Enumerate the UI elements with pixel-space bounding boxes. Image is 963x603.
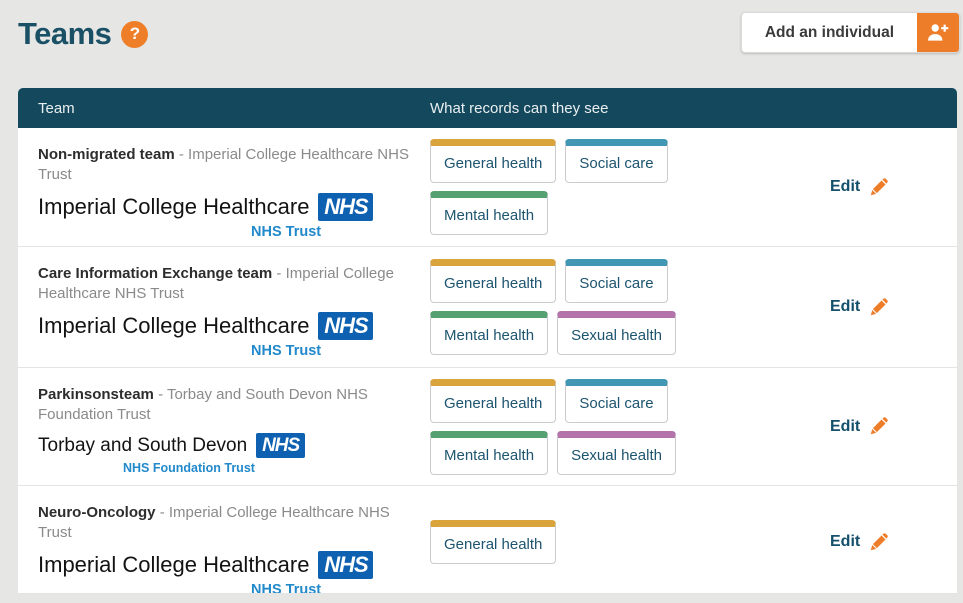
org-logo-text: Imperial College Healthcare xyxy=(38,194,310,219)
team-description: Parkinsonsteam - Torbay and South Devon … xyxy=(38,385,410,424)
separator: - xyxy=(159,504,165,521)
record-badge: Social care xyxy=(565,259,668,303)
team-cell: Care Information Exchange team - Imperia… xyxy=(18,247,430,367)
team-description: Neuro-Oncology - Imperial College Health… xyxy=(38,503,410,542)
record-badge: General health xyxy=(430,259,557,303)
records-cell: General health Social care Mental health Se… xyxy=(430,368,830,485)
nhs-trust-descriptor: NHS Foundation Trust xyxy=(123,461,255,475)
records-cell: General health Social care Mental health xyxy=(430,128,830,246)
edit-cell: Edit xyxy=(830,247,957,367)
nhs-logo-icon: NHS xyxy=(318,312,374,340)
table-row: Non-migrated team - Imperial College Hea… xyxy=(18,128,957,247)
table-row: Care Information Exchange team - Imperia… xyxy=(18,247,957,368)
org-logo-text: Torbay and South Devon xyxy=(38,434,248,456)
add-individual-button[interactable]: Add an individual xyxy=(740,12,960,53)
edit-link[interactable]: Edit xyxy=(830,532,888,552)
page-title: Teams xyxy=(18,16,112,51)
page-header: Teams ? Add an individual xyxy=(0,0,963,88)
table-body: Non-migrated team - Imperial College Hea… xyxy=(18,128,957,594)
team-cell: Neuro-Oncology - Imperial College Health… xyxy=(18,486,430,594)
nhs-org-logo: Imperial College Healthcare NHS NHS Trus… xyxy=(38,312,412,359)
nhs-logo-icon: NHS xyxy=(318,551,374,579)
edit-label: Edit xyxy=(830,533,861,550)
edit-cell: Edit xyxy=(830,368,957,485)
records-cell: General health Social care Mental health Se… xyxy=(430,247,830,367)
help-icon[interactable]: ? xyxy=(121,20,149,48)
column-header-records: What records can they see xyxy=(430,99,609,117)
org-logo-text: Imperial College Healthcare xyxy=(38,552,310,577)
team-name: Parkinsonsteam xyxy=(38,386,154,403)
pencil-icon xyxy=(871,417,888,435)
nhs-org-logo: Imperial College Healthcare NHS NHS Trus… xyxy=(38,551,412,594)
record-badge: Mental health xyxy=(430,430,549,475)
team-name: Neuro-Oncology xyxy=(38,504,156,521)
add-individual-label: Add an individual xyxy=(764,23,894,41)
team-description: Care Information Exchange team - Imperia… xyxy=(38,264,410,303)
record-badge: Mental health xyxy=(430,311,549,355)
nhs-logo-icon: NHS xyxy=(318,193,374,221)
nhs-trust-descriptor: NHS Trust xyxy=(251,582,322,594)
separator: - xyxy=(178,146,184,163)
team-description: Non-migrated team - Imperial College Hea… xyxy=(38,145,410,184)
team-organisation: Imperial College Healthcare NHS Trust xyxy=(38,146,409,183)
add-person-icon xyxy=(917,13,959,52)
column-header-team: Team xyxy=(38,99,75,117)
edit-label: Edit xyxy=(830,178,861,195)
nhs-org-logo: Imperial College Healthcare NHS NHS Trus… xyxy=(38,193,412,240)
pencil-icon xyxy=(871,297,888,315)
record-badge: Mental health xyxy=(430,191,549,235)
org-logo-text: Imperial College Healthcare xyxy=(38,313,310,338)
team-cell: Non-migrated team - Imperial College Hea… xyxy=(18,128,430,246)
separator: - xyxy=(276,265,282,282)
record-badge: Social care xyxy=(565,378,668,423)
edit-label: Edit xyxy=(830,298,861,315)
nhs-org-logo: Torbay and South Devon NHS NHS Foundatio… xyxy=(38,433,412,475)
team-name: Non-migrated team xyxy=(38,146,175,163)
record-badge: Sexual health xyxy=(557,430,676,475)
record-badge: General health xyxy=(430,139,557,183)
edit-link[interactable]: Edit xyxy=(830,417,888,436)
edit-link[interactable]: Edit xyxy=(830,177,888,197)
team-name: Care Information Exchange team xyxy=(38,265,273,282)
record-badge: Sexual health xyxy=(557,311,676,355)
edit-label: Edit xyxy=(830,417,861,435)
team-organisation: Imperial College Healthcare NHS Trust xyxy=(38,265,394,302)
team-organisation: Torbay and South Devon NHS Foundation Tr… xyxy=(38,386,368,423)
pencil-icon xyxy=(871,177,888,195)
nhs-trust-descriptor: NHS Trust xyxy=(251,343,322,359)
nhs-trust-descriptor: NHS Trust xyxy=(251,224,322,240)
teams-table: Team What records can they see Non-migra… xyxy=(18,88,957,594)
team-organisation: Imperial College Healthcare NHS Trust xyxy=(38,504,390,541)
table-row: Neuro-Oncology - Imperial College Health… xyxy=(18,486,957,594)
pencil-icon xyxy=(871,532,888,550)
record-badge: Social care xyxy=(565,139,668,183)
team-cell: Parkinsonsteam - Torbay and South Devon … xyxy=(18,368,430,485)
nhs-logo-icon: NHS xyxy=(256,433,306,458)
record-badge: General health xyxy=(430,378,557,423)
separator: - xyxy=(158,386,164,403)
records-cell: General health xyxy=(430,486,830,593)
table-header-row: Team What records can they see xyxy=(18,88,957,128)
edit-cell: Edit xyxy=(830,486,957,593)
edit-cell: Edit xyxy=(830,128,957,246)
table-row: Parkinsonsteam - Torbay and South Devon … xyxy=(18,368,957,486)
record-badge: General health xyxy=(430,520,557,564)
edit-link[interactable]: Edit xyxy=(830,297,888,317)
